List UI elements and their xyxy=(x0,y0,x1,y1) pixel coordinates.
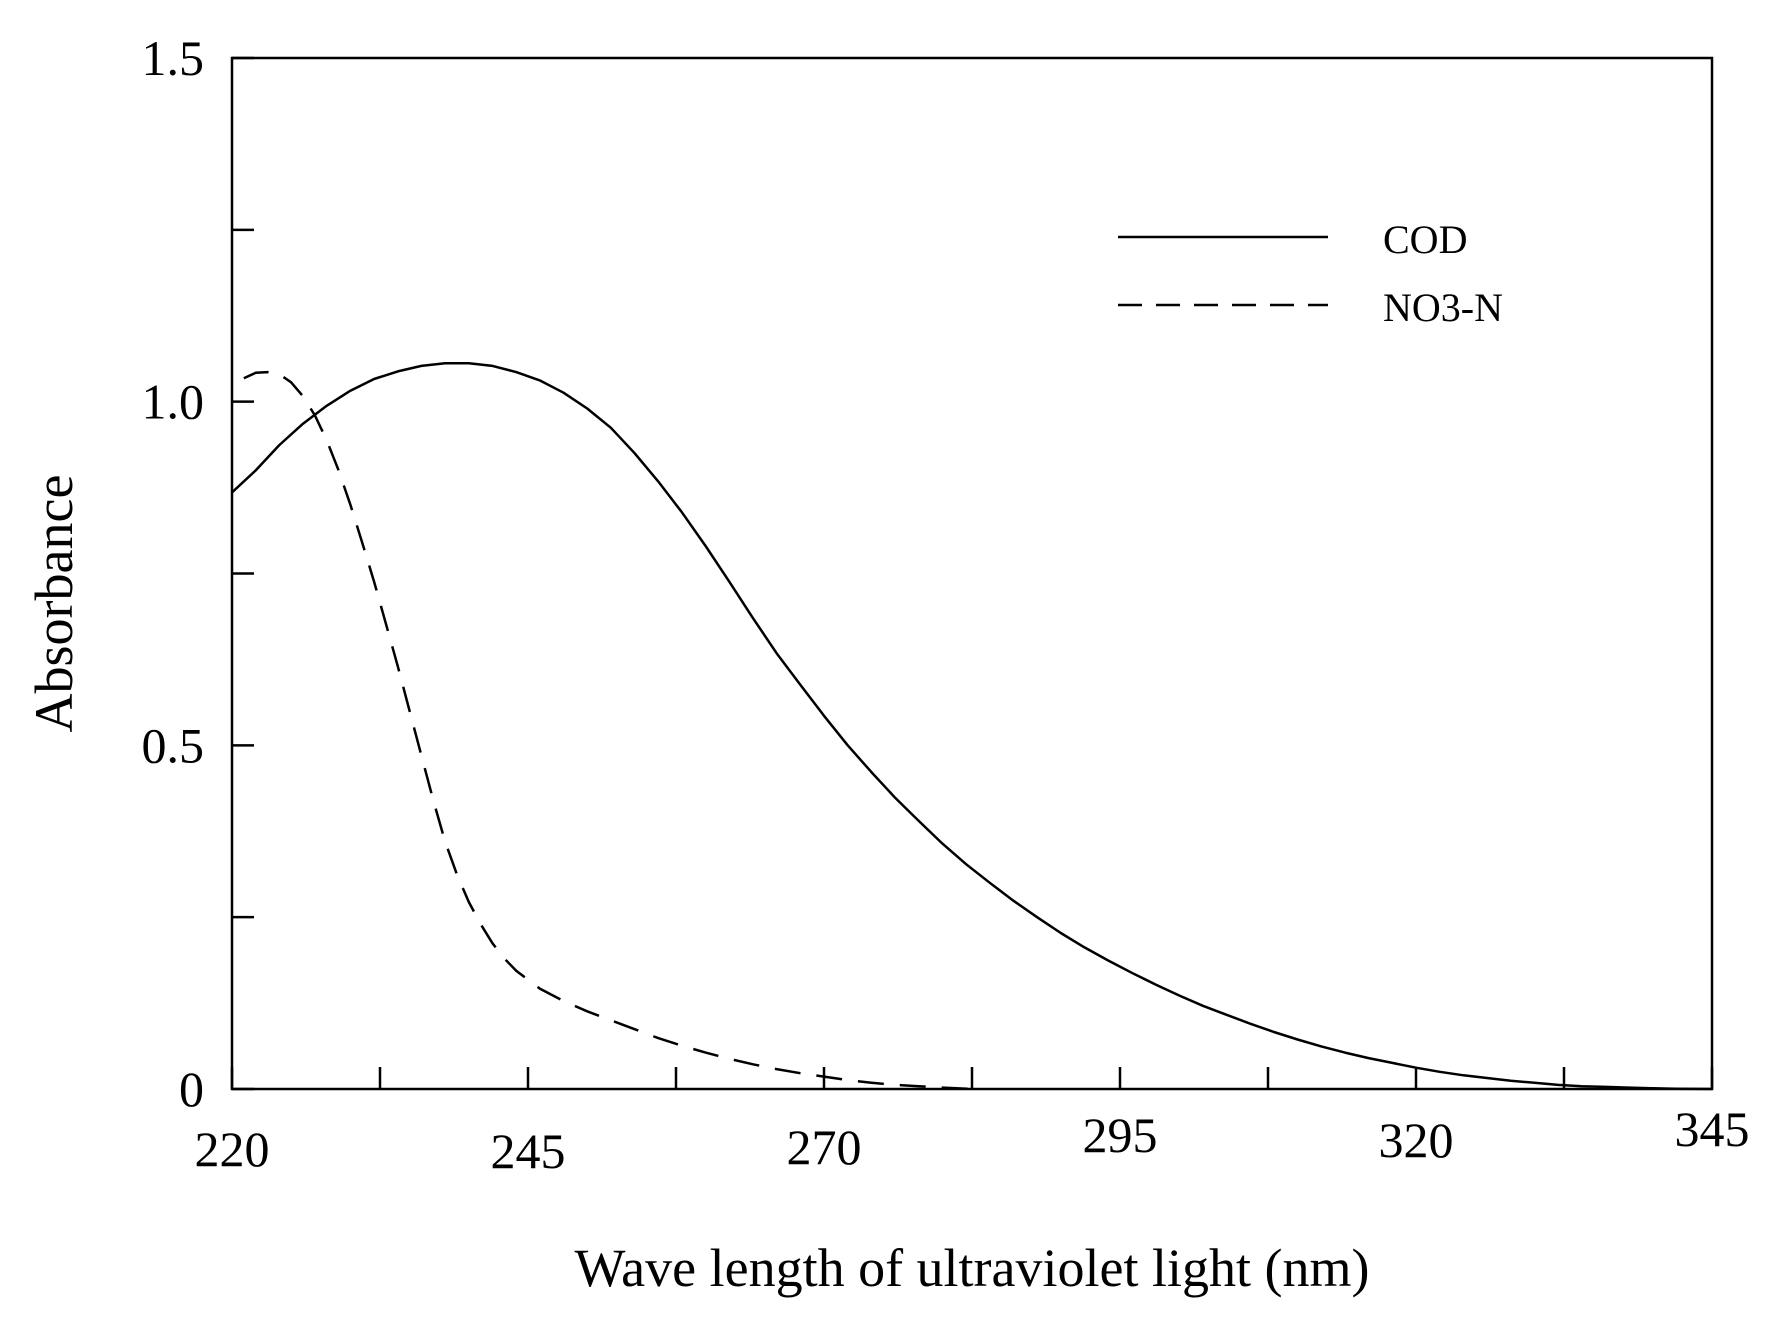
y-tick-label: 0 xyxy=(179,1061,204,1117)
x-tick-label: 220 xyxy=(195,1121,270,1177)
series-line-cod xyxy=(231,361,1713,1091)
x-tick-label: 345 xyxy=(1675,1101,1750,1157)
x-tick-label: 270 xyxy=(787,1119,862,1175)
plot-frame xyxy=(230,56,1714,1091)
y-axis-title: Absorbance xyxy=(24,475,84,733)
x-tick-label: 295 xyxy=(1083,1107,1158,1163)
series-lines xyxy=(231,361,1713,1091)
legend: COD NO3-N xyxy=(1118,217,1503,330)
axes: 220 245 270 295 320 345 0 0.5 1.0 1.5 xyxy=(142,30,1750,1179)
x-tick-label: 245 xyxy=(491,1123,566,1179)
y-tick-label: 1.0 xyxy=(142,374,205,430)
x-axis-title: Wave length of ultraviolet light (nm) xyxy=(575,1238,1370,1298)
y-tick-label: 0.5 xyxy=(142,717,205,773)
x-tick-label: 320 xyxy=(1379,1112,1454,1168)
legend-label: NO3-N xyxy=(1383,285,1503,330)
series-line-no3-n xyxy=(243,370,973,1091)
legend-label: COD xyxy=(1383,217,1467,262)
y-tick-label: 1.5 xyxy=(142,30,205,86)
